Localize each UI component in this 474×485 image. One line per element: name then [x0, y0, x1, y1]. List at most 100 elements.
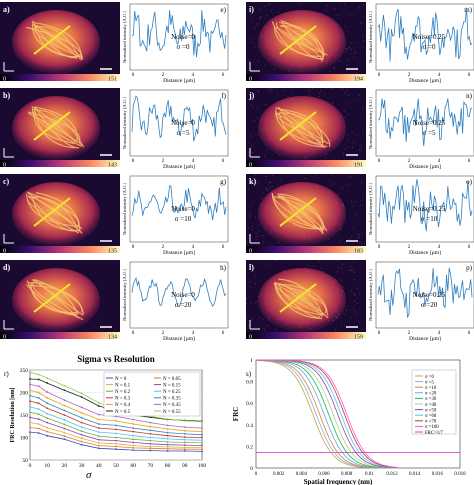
filament — [271, 192, 322, 231]
filament — [35, 192, 81, 232]
data-point — [46, 412, 49, 415]
x-tick-label: 0.002 — [273, 472, 285, 477]
noise-speckle — [303, 237, 305, 239]
noise-speckle — [319, 203, 321, 205]
noise-speckle — [292, 290, 294, 292]
data-point — [29, 426, 31, 429]
colorbar — [0, 246, 120, 253]
noise-speckle — [319, 301, 321, 303]
noise-speckle — [320, 41, 322, 43]
noise-speckle — [298, 111, 300, 113]
noise-speckle — [314, 305, 316, 307]
profile-label: e) — [221, 6, 227, 14]
noise-speckle — [335, 290, 337, 292]
noise-speckle — [318, 40, 320, 42]
legend-label: FRC=1/7 — [425, 431, 444, 436]
data-point — [46, 382, 49, 384]
noise-speckle — [278, 49, 280, 51]
panel-label: j) — [248, 91, 255, 100]
noise-speckle — [284, 227, 286, 229]
noise-speckle — [304, 156, 306, 158]
data-point — [80, 416, 83, 419]
noise-speckle — [286, 202, 288, 204]
noise-speckle — [250, 318, 252, 320]
series-line — [29, 389, 203, 432]
colorbar — [246, 246, 366, 253]
profile-line — [377, 179, 473, 232]
data-point — [29, 411, 31, 414]
noise-speckle — [272, 307, 274, 309]
noise-speckle — [257, 60, 259, 62]
x-tick-label: 0.014 — [409, 472, 421, 477]
noise-speckle — [256, 108, 258, 110]
noise-speckle — [322, 320, 324, 322]
data-point — [183, 433, 186, 435]
legend-label: σ =5 — [425, 380, 434, 385]
noise-speckle — [359, 204, 361, 206]
noise-speckle — [344, 116, 346, 118]
profile-xtick: 2 — [408, 159, 411, 164]
noise-speckle — [342, 205, 344, 207]
data-point — [115, 432, 117, 435]
noise-speckle — [264, 227, 266, 229]
noise-speckle — [331, 122, 333, 124]
profile-xtick: 6 — [468, 331, 471, 336]
data-point — [29, 389, 31, 392]
noise-speckle — [254, 302, 256, 304]
noise-speckle — [310, 144, 312, 146]
data-point — [80, 430, 83, 433]
noise-speckle — [326, 291, 328, 293]
noise-speckle — [339, 2, 341, 4]
noise-speckle — [323, 320, 325, 322]
noise-speckle — [295, 114, 297, 116]
data-point — [97, 447, 100, 450]
noise-speckle — [314, 68, 316, 70]
filament — [33, 107, 75, 145]
noise-speckle — [256, 46, 258, 48]
noise-speckle — [267, 190, 269, 192]
legend-label: N = 0.1 — [115, 383, 131, 388]
profile-label: h) — [220, 264, 227, 272]
noise-speckle — [323, 9, 325, 11]
data-point — [46, 391, 49, 393]
noise-speckle — [264, 26, 266, 28]
noise-speckle — [302, 28, 304, 30]
noise-speckle — [297, 15, 299, 17]
noise-speckle — [264, 175, 266, 177]
data-point — [149, 442, 152, 445]
noise-speckle — [353, 279, 355, 281]
noise-speckle — [275, 329, 277, 331]
data-point — [166, 447, 169, 450]
filament — [26, 199, 80, 234]
noise-speckle — [282, 272, 284, 274]
filament — [275, 107, 331, 147]
data-point — [29, 383, 31, 386]
noise-speckle — [337, 271, 339, 273]
profile-xtick: 4 — [192, 331, 195, 336]
noise-speckle — [327, 196, 329, 198]
noise-speckle — [353, 261, 355, 263]
noise-speckle — [280, 179, 282, 181]
legend-label: N = 0.05 — [163, 377, 181, 382]
noise-speckle — [291, 26, 293, 28]
colorbar-max: 135 — [108, 249, 117, 255]
noise-speckle — [320, 12, 322, 14]
scan-line — [279, 283, 317, 313]
noise-speckle — [324, 154, 326, 156]
noise-speckle — [317, 305, 319, 307]
noise-speckle — [270, 229, 272, 231]
noise-speckle — [345, 48, 347, 50]
noise-speckle — [351, 42, 353, 44]
data-point — [29, 416, 31, 419]
noise-speckle — [300, 29, 302, 31]
colorbar-min: 0 — [249, 163, 252, 169]
noise-speckle — [262, 235, 264, 237]
cell-body — [12, 268, 100, 332]
noise-speckle — [269, 88, 271, 90]
noise-speckle — [286, 226, 288, 228]
data-point — [149, 429, 152, 432]
y-tick-label: 1 — [250, 358, 253, 364]
noise-speckle — [262, 191, 264, 193]
data-point — [63, 438, 66, 441]
x-axis-label: Spatial frequency (nm) — [304, 478, 373, 485]
